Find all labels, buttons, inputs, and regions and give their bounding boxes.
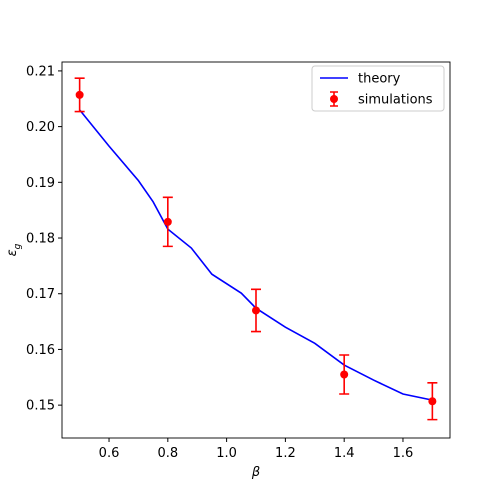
sim-point bbox=[75, 90, 84, 99]
x-tick-label: 0.8 bbox=[157, 446, 178, 461]
sim-point bbox=[163, 217, 172, 226]
x-tick-label: 1.4 bbox=[334, 446, 355, 461]
x-tick-label: 1.2 bbox=[275, 446, 296, 461]
y-tick-label: 0.19 bbox=[26, 176, 55, 191]
theory-line bbox=[79, 109, 433, 401]
y-tick-label: 0.16 bbox=[26, 343, 55, 358]
sim-point bbox=[340, 370, 349, 379]
y-tick-label: 0.21 bbox=[26, 64, 55, 79]
sim-point bbox=[428, 397, 437, 406]
x-tick-label: 0.6 bbox=[99, 446, 120, 461]
y-tick-label: 0.18 bbox=[26, 232, 55, 247]
y-tick-label: 0.20 bbox=[26, 120, 55, 135]
legend-label: theory bbox=[358, 72, 401, 87]
legend-marker bbox=[330, 95, 338, 103]
y-axis-subscript: g bbox=[13, 243, 23, 249]
y-tick-label: 0.15 bbox=[26, 399, 55, 414]
sim-point bbox=[252, 306, 260, 315]
x-tick-label: 1.0 bbox=[216, 446, 237, 461]
y-axis-label: εg bbox=[5, 243, 23, 256]
legend-label: simulations bbox=[358, 93, 433, 108]
x-axis-label: β bbox=[251, 465, 260, 480]
y-tick-label: 0.17 bbox=[26, 287, 55, 302]
x-tick-label: 1.6 bbox=[393, 446, 414, 461]
plot-frame bbox=[61, 61, 451, 439]
y-axis-symbol: ε bbox=[5, 249, 20, 256]
